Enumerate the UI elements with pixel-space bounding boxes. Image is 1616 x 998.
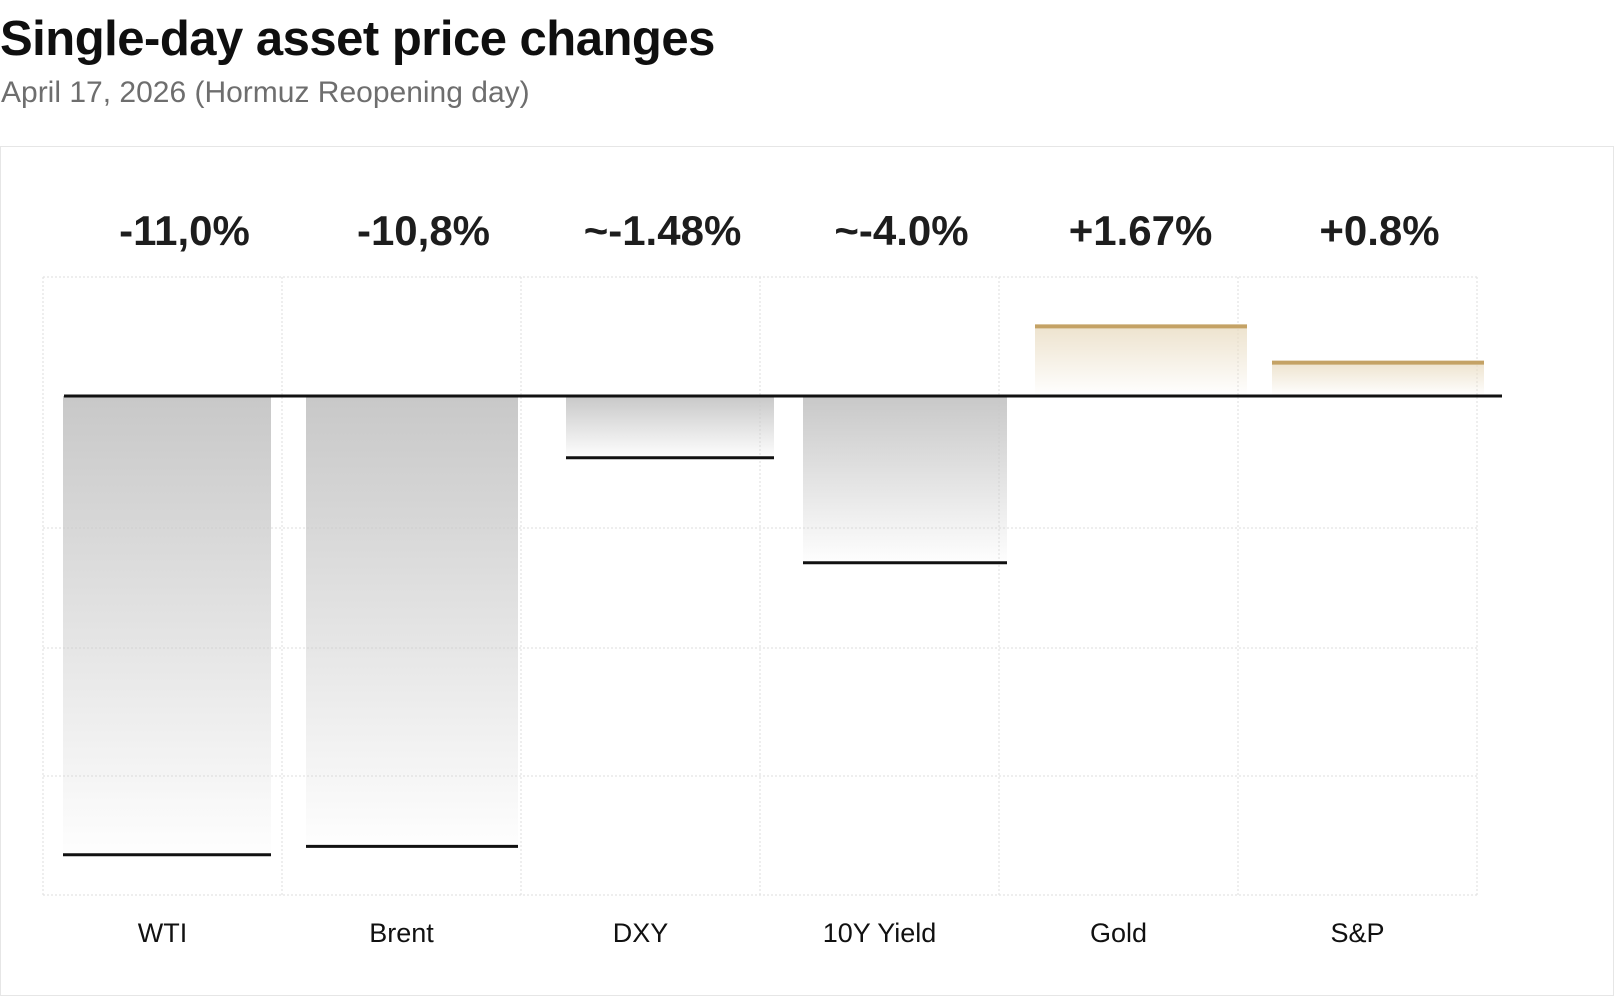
category-label: Brent [369,918,434,948]
value-label: +1.67% [1069,207,1213,254]
bar-Gold [1035,326,1247,396]
bar-WTI [63,396,271,855]
bar-S&P [1272,362,1484,396]
category-label: WTI [138,918,187,948]
value-label: ~-1.48% [584,207,742,254]
value-label: ~-4.0% [834,207,968,254]
chart-title: Single-day asset price changes [0,12,715,66]
chart-panel [0,146,1614,996]
bar-DXY [566,396,774,458]
value-label: +0.8% [1319,207,1439,254]
value-label: -11,0% [119,207,250,254]
bar-Brent [306,396,518,847]
category-label: DXY [613,918,669,948]
category-label: 10Y Yield [823,918,937,948]
value-label: -10,8% [357,207,490,254]
chart-grid [42,276,1478,896]
chart-subtitle: April 17, 2026 (Hormuz Reopening day) [1,76,530,109]
category-label: S&P [1330,918,1384,948]
bar-10Y Yield [803,396,1007,563]
category-label: Gold [1090,918,1147,948]
